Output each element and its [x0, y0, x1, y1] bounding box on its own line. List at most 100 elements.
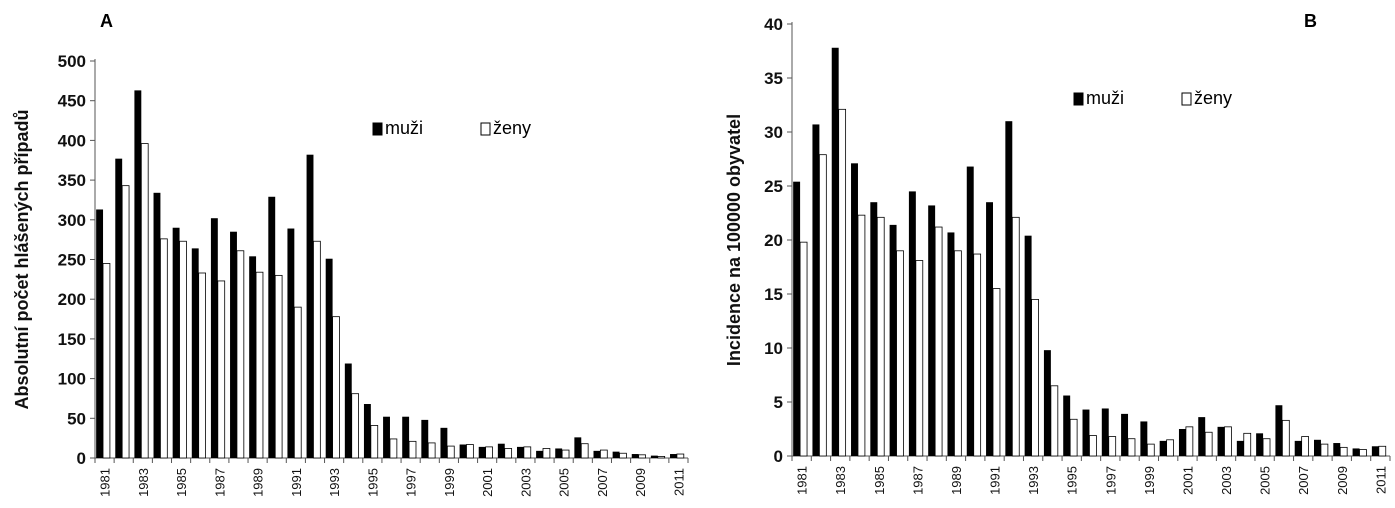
x-tick-label: 2001 [1180, 466, 1195, 495]
bar-muzi [115, 158, 123, 458]
x-tick-label: 1993 [1026, 466, 1041, 495]
chart-panel-b: 0 5 10 15 20 25 30 35 40 1981 1983 1985 1987 1989 1991… [700, 0, 1395, 508]
x-tick-label: 1985 [872, 466, 887, 495]
bar-muzi [287, 228, 295, 458]
bar-zeny [676, 453, 685, 459]
y-tick-label: 20 [764, 231, 783, 250]
bar-muzi [153, 192, 161, 459]
x-tick-label: 1989 [251, 468, 266, 497]
bar-muzi [402, 416, 410, 458]
bar-zeny [1224, 426, 1232, 457]
bar-zeny [599, 449, 608, 459]
bar-muzi [344, 363, 352, 458]
bar-zeny [973, 253, 982, 457]
bar-muzi [1198, 417, 1206, 456]
bar-muzi [1371, 446, 1379, 456]
x-tick-label: 1981 [98, 468, 113, 497]
bar-zeny [1089, 435, 1097, 457]
bar-zeny [102, 263, 111, 459]
bar-muzi [1236, 440, 1244, 456]
x-tick-label: 1983 [833, 466, 848, 495]
bar-zeny [1339, 446, 1348, 457]
y-axis-label: Incidence na 100000 obyvatel [724, 114, 744, 366]
bar-zeny [427, 442, 436, 459]
y-tick-label: 250 [58, 251, 86, 270]
bar-zeny [1204, 431, 1213, 457]
bar-zeny [1031, 298, 1039, 457]
bar-muzi [793, 181, 801, 456]
bar-muzi [908, 191, 916, 456]
x-tick-label: 2007 [595, 468, 610, 497]
bar-muzi [440, 427, 448, 458]
legend-swatch-zeny [480, 122, 491, 136]
panel-letter: B [1304, 11, 1317, 31]
bar-muzi [650, 455, 658, 458]
x-tick-label: 2001 [480, 468, 495, 497]
y-tick-label: 10 [764, 339, 783, 358]
bar-muzi [1217, 426, 1225, 456]
bar-muzi [421, 419, 429, 458]
bar-muzi [574, 437, 582, 458]
bar-zeny [274, 274, 283, 459]
x-tick-label: 1987 [910, 466, 925, 495]
bar-zeny [1050, 385, 1059, 457]
x-tick-label: 1983 [136, 468, 151, 497]
y-tick-label: 450 [58, 92, 86, 111]
bar-muzi [536, 450, 544, 458]
bar-muzi [631, 454, 639, 458]
x-tick-label: 2009 [633, 468, 648, 497]
legend-swatch-zeny [1181, 92, 1192, 106]
bar-muzi [363, 404, 371, 458]
bar-muzi [516, 446, 524, 458]
x-tick-label: 1991 [289, 468, 304, 497]
x-tick-label: 2003 [518, 468, 533, 497]
bar-zeny [140, 143, 149, 459]
x-tick-label: 1991 [988, 466, 1003, 495]
x-tick-label: 2011 [671, 468, 686, 496]
bar-muzi [966, 166, 974, 456]
bar-zeny [236, 250, 245, 459]
x-tick-label: 1997 [1103, 466, 1118, 495]
y-tick-label: 200 [58, 290, 86, 309]
bar-zeny [255, 271, 264, 459]
bar-muzi [947, 232, 955, 456]
y-tick-label: 400 [58, 131, 86, 150]
bar-muzi [172, 227, 180, 458]
bar-muzi [325, 258, 333, 458]
bar-zeny [217, 280, 226, 459]
bar-muzi [1352, 448, 1360, 456]
bar-muzi [497, 443, 505, 458]
bar-zeny [1069, 418, 1078, 457]
bar-zeny [332, 316, 340, 459]
bar-zeny [1359, 449, 1367, 457]
bar-zeny [370, 425, 379, 459]
y-tick-label: 15 [764, 285, 783, 304]
y-axis-label: Absolutní počet hlášených případů [12, 109, 32, 409]
bar-zeny [1011, 216, 1020, 457]
bar-muzi [1082, 409, 1090, 456]
bar-muzi [986, 202, 993, 456]
bar-zeny [446, 445, 455, 459]
y-tick-label: 35 [764, 69, 783, 88]
bar-muzi [268, 196, 276, 458]
bar-zeny [561, 449, 570, 459]
bar-zeny [580, 443, 589, 459]
y-tick-label: 50 [67, 409, 86, 428]
bar-muzi [1294, 440, 1302, 456]
bar-zeny [857, 214, 866, 457]
bar-muzi [612, 451, 620, 458]
bar-muzi [383, 416, 390, 458]
bar-muzi [1178, 429, 1186, 456]
bar-muzi [1063, 395, 1071, 456]
bar-zeny [818, 154, 827, 457]
bar-zeny [1146, 443, 1155, 457]
bar-zeny [799, 241, 808, 457]
bar-zeny [838, 108, 847, 457]
x-tick-label: 2009 [1335, 466, 1350, 495]
bar-zeny [896, 250, 904, 457]
bar-zeny [1243, 432, 1252, 457]
bar-zeny [179, 240, 187, 459]
bar-zeny [619, 452, 627, 459]
x-tick-label: 1985 [174, 468, 189, 497]
bar-muzi [1140, 421, 1148, 456]
